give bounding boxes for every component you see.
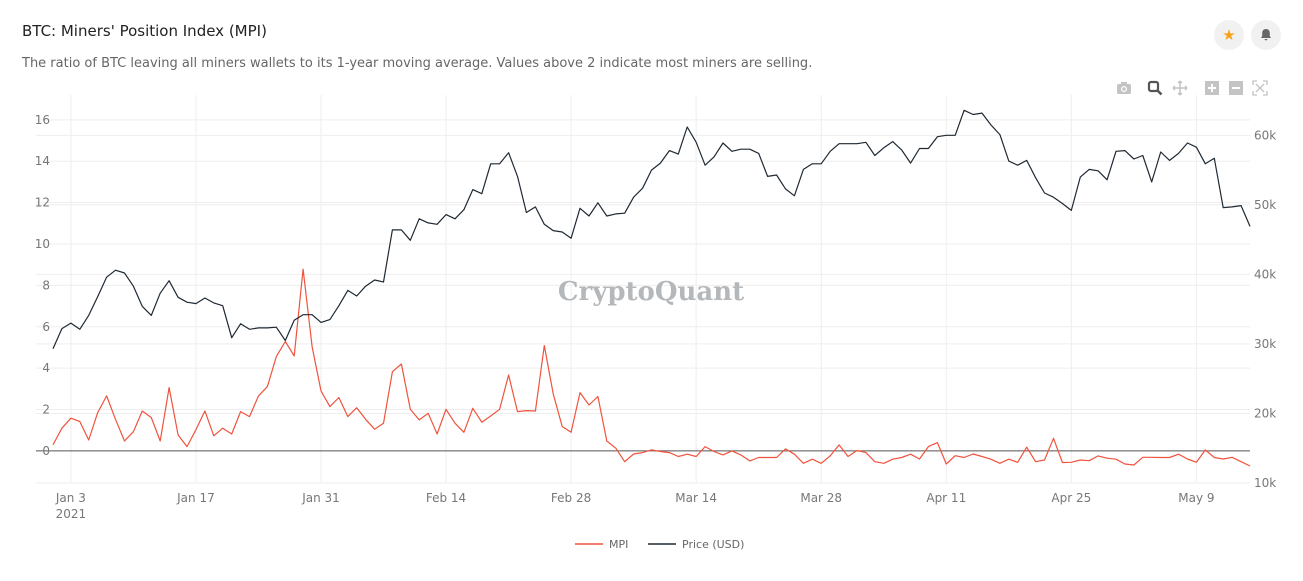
y-right-tick-label: 30k — [1254, 337, 1276, 351]
y-right-tick-label: 10k — [1254, 476, 1276, 490]
zoom-out-icon[interactable] — [1228, 80, 1244, 96]
star-icon: ★ — [1222, 26, 1236, 44]
y-left-tick-label: 8 — [42, 278, 50, 292]
x-tick-label: 2021 — [56, 507, 87, 521]
zoom-icon[interactable] — [1147, 80, 1163, 96]
legend-item[interactable]: Price (USD) — [648, 538, 744, 551]
x-tick-label: Feb 28 — [551, 491, 591, 505]
y-left-tick-label: 2 — [42, 403, 50, 417]
x-tick-label: Jan 17 — [176, 491, 215, 505]
autoscale-icon[interactable] — [1252, 80, 1268, 96]
x-tick-label: Jan 3 — [55, 491, 86, 505]
favorite-button[interactable]: ★ — [1214, 20, 1244, 50]
x-tick-label: Feb 14 — [426, 491, 466, 505]
x-tick-label: Mar 28 — [800, 491, 842, 505]
y-right-tick-label: 20k — [1254, 406, 1276, 420]
zoom-in-icon[interactable] — [1204, 80, 1220, 96]
y-left-tick-label: 16 — [35, 113, 50, 127]
x-tick-label: Mar 14 — [675, 491, 717, 505]
y-right-tick-label: 40k — [1254, 267, 1276, 281]
y-left-tick-label: 0 — [42, 444, 50, 458]
watermark-logo: CryptoQuant — [558, 277, 744, 307]
page-title: BTC: Miners' Position Index (MPI) — [22, 22, 267, 40]
pan-icon[interactable] — [1172, 80, 1188, 96]
y-left-tick-label: 4 — [42, 361, 50, 375]
alert-button[interactable] — [1251, 20, 1281, 50]
legend-item[interactable]: MPI — [575, 538, 628, 551]
camera-icon[interactable] — [1116, 80, 1132, 96]
y-left-tick-label: 14 — [35, 154, 50, 168]
x-tick-label: Apr 11 — [926, 491, 966, 505]
y-right-tick-label: 50k — [1254, 198, 1276, 212]
y-right-tick-label: 60k — [1254, 128, 1276, 142]
series-line-mpi[interactable] — [52, 268, 1251, 467]
x-tick-label: May 9 — [1178, 491, 1214, 505]
chart-description: The ratio of BTC leaving all miners wall… — [22, 56, 813, 71]
y-left-tick-label: 6 — [42, 320, 50, 334]
y-left-tick-label: 10 — [35, 237, 50, 251]
bell-icon — [1261, 29, 1271, 41]
legend-label: Price (USD) — [682, 538, 744, 551]
y-left-tick-label: 12 — [35, 196, 50, 210]
x-tick-label: Jan 31 — [301, 491, 340, 505]
series-line-price[interactable] — [52, 109, 1251, 350]
legend-label: MPI — [609, 538, 628, 551]
x-tick-label: Apr 25 — [1051, 491, 1091, 505]
